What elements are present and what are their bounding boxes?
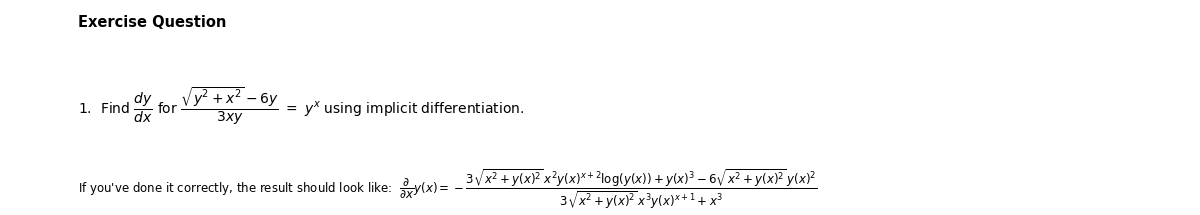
- Text: If you've done it correctly, the result should look like:  $\dfrac{\partial}{\pa: If you've done it correctly, the result …: [78, 168, 817, 211]
- Text: Exercise Question: Exercise Question: [78, 15, 227, 30]
- Text: 1.  Find $\dfrac{dy}{dx}$ for $\dfrac{\sqrt{y^2+x^2}-6y}{3xy}$ $=$ $y^x$ using i: 1. Find $\dfrac{dy}{dx}$ for $\dfrac{\sq…: [78, 86, 524, 127]
